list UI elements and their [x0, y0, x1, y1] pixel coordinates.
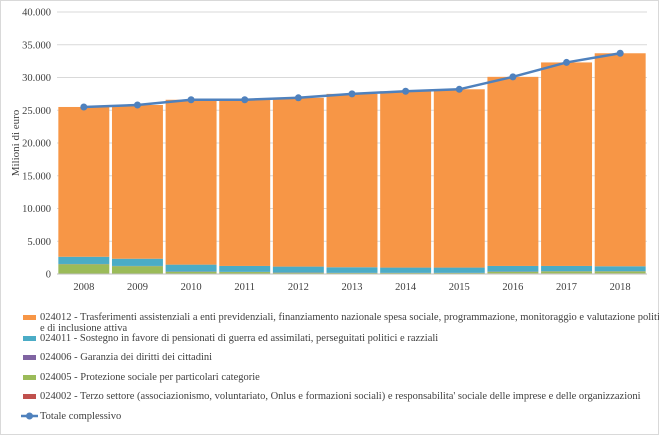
legend-label: 024002 - Terzo settore (associazionismo,… — [40, 391, 641, 402]
legend-label: 024006 - Garanzia dei diritti dei cittad… — [40, 352, 212, 363]
axes: 0 5.000 10.000 15.000 20.000 25.000 30.000 35.0… — [22, 8, 647, 293]
legend-label: 024011 - Sostegno in favore di pensionat… — [40, 333, 438, 344]
bar-segment-4 — [272, 97, 324, 267]
bar-segment-3 — [219, 265, 271, 272]
bar-segment-3 — [433, 267, 485, 273]
bar-segment-3 — [111, 258, 163, 266]
total-point — [348, 90, 356, 98]
y-axis-title: Milioni di euro — [10, 109, 22, 176]
bar-segment-1 — [594, 271, 646, 274]
y-tick-label: 30.000 — [22, 73, 51, 84]
bar-segment-3 — [272, 266, 324, 273]
bar-segment-3 — [541, 265, 593, 272]
legend-label: Totale complessivo — [40, 411, 121, 422]
bar-segment-4 — [219, 99, 271, 266]
y-tick-label: 5.000 — [27, 237, 51, 248]
total-point — [187, 96, 195, 104]
bar-segment-3 — [58, 256, 110, 264]
total-point — [563, 58, 571, 66]
legend-swatch — [23, 336, 36, 341]
bars — [58, 53, 646, 274]
bar-segment-4 — [541, 62, 593, 266]
x-tick-label: 2013 — [342, 282, 363, 293]
bar-segment-3 — [326, 267, 378, 273]
bar-segment-1 — [219, 272, 271, 274]
x-tick-label: 2008 — [73, 282, 94, 293]
total-point — [80, 103, 88, 111]
total-line — [80, 49, 624, 111]
total-point — [241, 96, 249, 104]
x-tick-label: 2014 — [395, 282, 417, 293]
y-tick-label: 0 — [46, 270, 51, 281]
y-tick-label: 15.000 — [22, 171, 51, 182]
total-point — [509, 73, 517, 81]
total-point — [294, 94, 302, 102]
total-point — [402, 87, 410, 95]
bar-segment-4 — [380, 91, 432, 268]
x-tick-label: 2010 — [181, 282, 202, 293]
x-tick-label: 2015 — [449, 282, 470, 293]
legend-swatch — [23, 315, 36, 320]
legend-label: 024005 - Protezione sociale per particol… — [40, 372, 260, 383]
x-tick-label: 2018 — [610, 282, 631, 293]
bar-segment-1 — [165, 271, 217, 274]
bar-segment-4 — [594, 53, 646, 267]
legend-swatch — [23, 394, 36, 399]
legend-marker — [26, 412, 33, 420]
y-tick-label: 35.000 — [22, 40, 51, 51]
bar-segment-3 — [165, 264, 217, 272]
bar-segment-3 — [380, 267, 432, 273]
y-tick-label: 10.000 — [22, 204, 51, 215]
bar-segment-3 — [594, 266, 646, 272]
total-point — [133, 101, 141, 109]
y-tick-label: 25.000 — [22, 106, 51, 117]
bar-segment-4 — [58, 106, 110, 257]
legend: 024012 - Trasferimenti assistenziali a e… — [21, 312, 659, 422]
y-tick-label: 20.000 — [22, 139, 51, 150]
bar-segment-1 — [380, 273, 432, 274]
bar-segment-1 — [58, 264, 110, 274]
x-tick-label: 2009 — [127, 282, 148, 293]
x-tick-label: 2012 — [288, 282, 309, 293]
bar-segment-1 — [487, 271, 539, 274]
total-point — [616, 49, 624, 57]
y-tick-label: 40.000 — [22, 8, 51, 19]
x-tick-label: 2017 — [556, 282, 577, 293]
bar-segment-4 — [487, 76, 539, 266]
bar-segment-3 — [487, 265, 539, 272]
legend-swatch — [23, 355, 36, 360]
legend-swatch — [23, 375, 36, 380]
legend-label: 024012 - Trasferimenti assistenziali a e… — [40, 312, 659, 334]
bar-segment-1 — [272, 272, 324, 274]
bar-segment-1 — [326, 273, 378, 274]
x-tick-label: 2011 — [234, 282, 255, 293]
bar-segment-1 — [433, 273, 485, 274]
x-tick-label: 2016 — [502, 282, 523, 293]
bar-segment-4 — [111, 105, 163, 259]
total-point — [455, 85, 463, 93]
bar-segment-4 — [165, 99, 217, 265]
bar-segment-4 — [326, 93, 378, 268]
bar-segment-1 — [541, 271, 593, 274]
bar-segment-1 — [111, 266, 163, 274]
bar-segment-4 — [433, 89, 485, 268]
